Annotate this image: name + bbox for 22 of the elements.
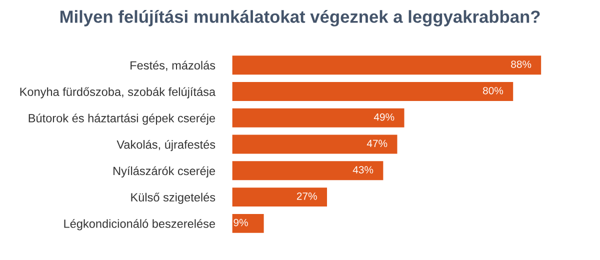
data-label: 88% <box>511 60 532 68</box>
bar <box>232 134 398 154</box>
y-tick-label: Légkondicionáló beszerelése <box>64 219 216 230</box>
y-tick-label: Konyha fürdőszoba, szobák felújítása <box>20 87 216 98</box>
bar <box>232 188 328 207</box>
data-label: 27% <box>296 192 317 200</box>
data-label: 47% <box>366 140 388 148</box>
data-label: 80% <box>483 86 504 94</box>
bar <box>232 56 542 75</box>
data-label: 43% <box>352 166 374 174</box>
y-tick-label: Nyílászárók cseréje <box>114 166 216 178</box>
y-tick-label: Külső szigetelés <box>131 192 216 204</box>
data-label: 49% <box>374 113 394 121</box>
bar <box>232 214 264 233</box>
bar <box>232 108 404 128</box>
bar <box>232 82 514 102</box>
chart-title: Milyen felújítási munkálatokat végeznek a leggyakrabban? <box>60 10 540 26</box>
y-tick-label: Vakolás, újrafestés <box>116 140 216 152</box>
bar <box>232 161 384 180</box>
y-tick-label: Festés, mázolás <box>130 60 216 71</box>
data-label: 9% <box>234 218 248 226</box>
y-tick-label: Bútorok és háztartási gépek cseréje <box>28 114 216 125</box>
